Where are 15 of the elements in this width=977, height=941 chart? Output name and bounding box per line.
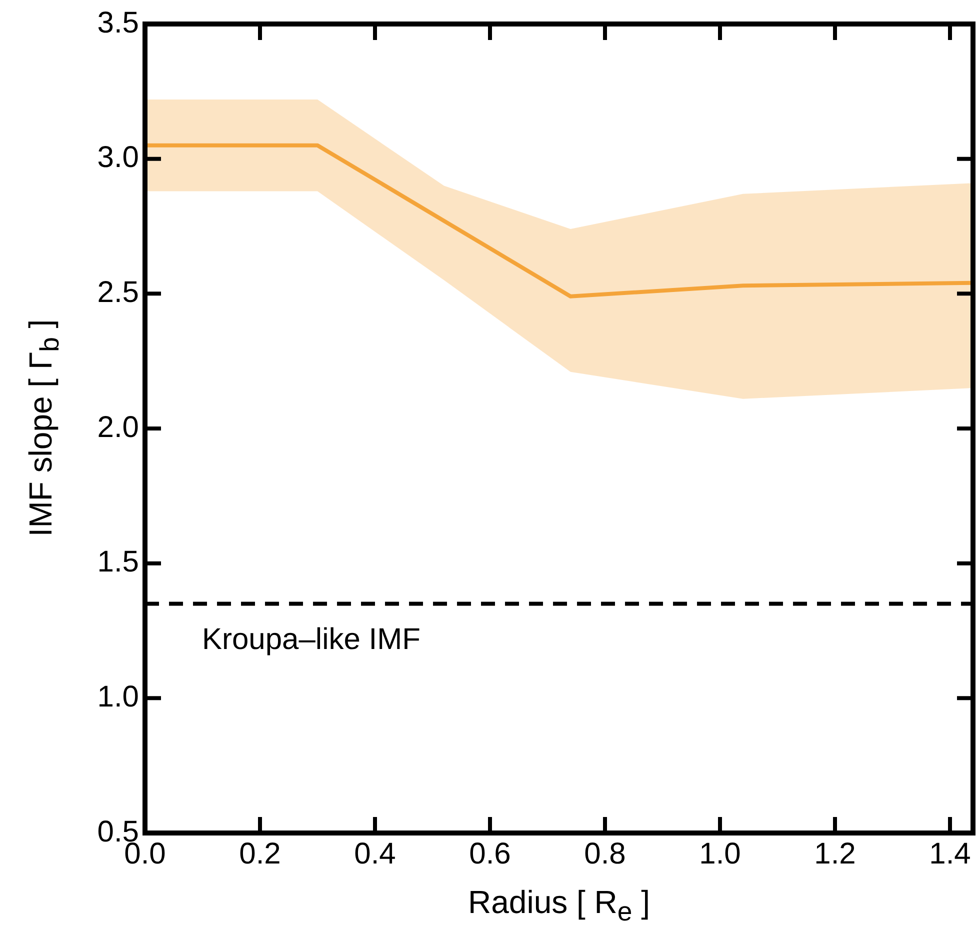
x-tick-label: 1.2 bbox=[814, 837, 856, 870]
x-tick-label: 0.4 bbox=[354, 837, 396, 870]
x-tick-label: 0.2 bbox=[239, 837, 281, 870]
y-tick-label: 1.5 bbox=[97, 546, 139, 579]
y-tick-label: 3.0 bbox=[97, 141, 139, 174]
y-tick-label: 2.5 bbox=[97, 276, 139, 309]
x-tick-label: 1.0 bbox=[699, 837, 741, 870]
x-axis-title: Radius [ R$_{e}$ ] bbox=[467, 884, 651, 928]
y-tick-label: 1.0 bbox=[97, 680, 139, 714]
x-tick-label: 0.8 bbox=[584, 837, 626, 870]
y-tick-label: 3.5 bbox=[97, 6, 139, 40]
x-tick-label: 1.4 bbox=[929, 837, 971, 870]
y-tick-label: 2.0 bbox=[97, 410, 139, 444]
ref-line-label: Kroupa–like IMF bbox=[202, 623, 420, 656]
x-tick-label: 0.6 bbox=[469, 837, 511, 870]
